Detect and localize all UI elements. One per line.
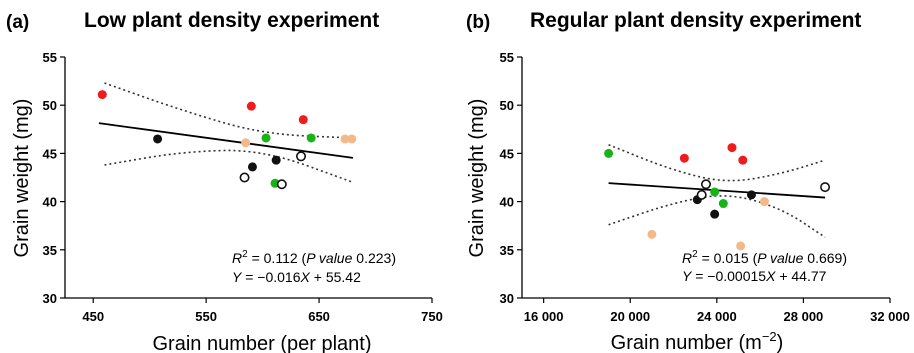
data-point	[736, 241, 746, 251]
panel-a: (a) Low plant density experiment 30 35 40 4…	[6, 9, 443, 353]
y-tick-label: 55	[500, 50, 514, 65]
confidence-band	[104, 82, 354, 184]
data-point	[718, 199, 728, 209]
y-tick-label: 35	[43, 243, 57, 258]
data-point	[247, 162, 257, 172]
data-points	[97, 90, 357, 190]
data-point	[347, 134, 357, 144]
x-tick-label: 650	[308, 309, 330, 324]
x-tick-label: 450	[82, 309, 104, 324]
x-axis-title: Grain number (per plant)	[153, 333, 372, 353]
regression-equation: Y = −0.00015X + 44.77	[682, 268, 827, 284]
data-points	[604, 143, 831, 251]
y-tick-label: 45	[43, 146, 57, 161]
x-tick-label: 32 000	[870, 309, 910, 324]
y-tick-label: 45	[500, 146, 514, 161]
y-axis-title: Grain weight (mg)	[466, 99, 488, 258]
data-point	[820, 182, 831, 193]
data-point	[306, 133, 316, 143]
x-tick-label: 20 000	[610, 309, 650, 324]
data-point	[738, 155, 748, 165]
regression-equation: Y = −0.016X + 55.42	[232, 269, 361, 285]
x-axis-title: Grain number (m−2)	[611, 329, 784, 353]
y-axis-title: Grain weight (mg)	[11, 99, 33, 258]
confidence-upper	[104, 82, 353, 139]
data-point	[727, 143, 737, 153]
data-point	[97, 90, 107, 100]
data-point	[647, 229, 657, 239]
data-point	[153, 134, 163, 144]
data-point	[710, 209, 720, 219]
y-tick-label: 55	[43, 50, 57, 65]
confidence-lower	[104, 149, 354, 184]
panel-label: (b)	[466, 12, 491, 33]
data-point	[298, 115, 308, 125]
data-point	[271, 155, 281, 165]
data-point	[604, 148, 614, 158]
fit-line-group	[98, 122, 354, 159]
x-tick-label: 750	[421, 309, 443, 324]
regression-line	[98, 122, 354, 159]
data-point	[710, 187, 720, 197]
y-tick-label: 50	[500, 98, 514, 113]
x-tick-label: 16 000	[524, 309, 564, 324]
data-point	[746, 190, 756, 200]
data-point	[239, 172, 250, 183]
r-squared-annotation: R2 = 0.015 (P value 0.669)	[682, 249, 847, 266]
data-point	[246, 101, 256, 111]
x-tick-label: 24 000	[697, 309, 737, 324]
y-tick-label: 40	[43, 195, 57, 210]
y-tick-label: 35	[500, 243, 514, 258]
confidence-upper	[608, 143, 826, 182]
y-tick-label: 40	[500, 195, 514, 210]
x-tick-label: 550	[195, 309, 217, 324]
data-point	[696, 189, 707, 200]
x-tick-label: 28 000	[784, 309, 824, 324]
data-point	[261, 133, 271, 143]
axes: 30 35 40 45 50 55 16 000 20 000 24 000 28 000 32 0…	[500, 50, 910, 324]
data-point	[701, 179, 712, 190]
panel-b: (b) Regular plant density experiment 30 3…	[457, 0, 914, 353]
panel-label: (a)	[6, 12, 30, 33]
scatter-plot-b: 30 35 40 45 50 55 16 000 20 000 24 000 28 000 32 0…	[466, 50, 910, 353]
scatter-plot-a: 30 35 40 45 50 55 450 550 650 750 Grain weight (m…	[11, 50, 443, 353]
y-tick-label: 30	[500, 291, 514, 306]
y-tick-label: 30	[43, 291, 57, 306]
r-squared-annotation: R2 = 0.112 (P value 0.223)	[232, 249, 396, 266]
data-point	[340, 134, 350, 144]
chart-title: Regular plant density experiment	[530, 9, 862, 32]
data-point	[296, 151, 307, 162]
axes: 30 35 40 45 50 55 450 550 650 750	[43, 50, 443, 324]
data-point	[241, 138, 251, 148]
confidence-band	[608, 143, 826, 238]
data-point	[276, 179, 287, 190]
y-tick-label: 50	[43, 98, 57, 113]
data-point	[679, 153, 689, 163]
data-point	[759, 197, 769, 207]
chart-title: Low plant density experiment	[84, 9, 380, 32]
